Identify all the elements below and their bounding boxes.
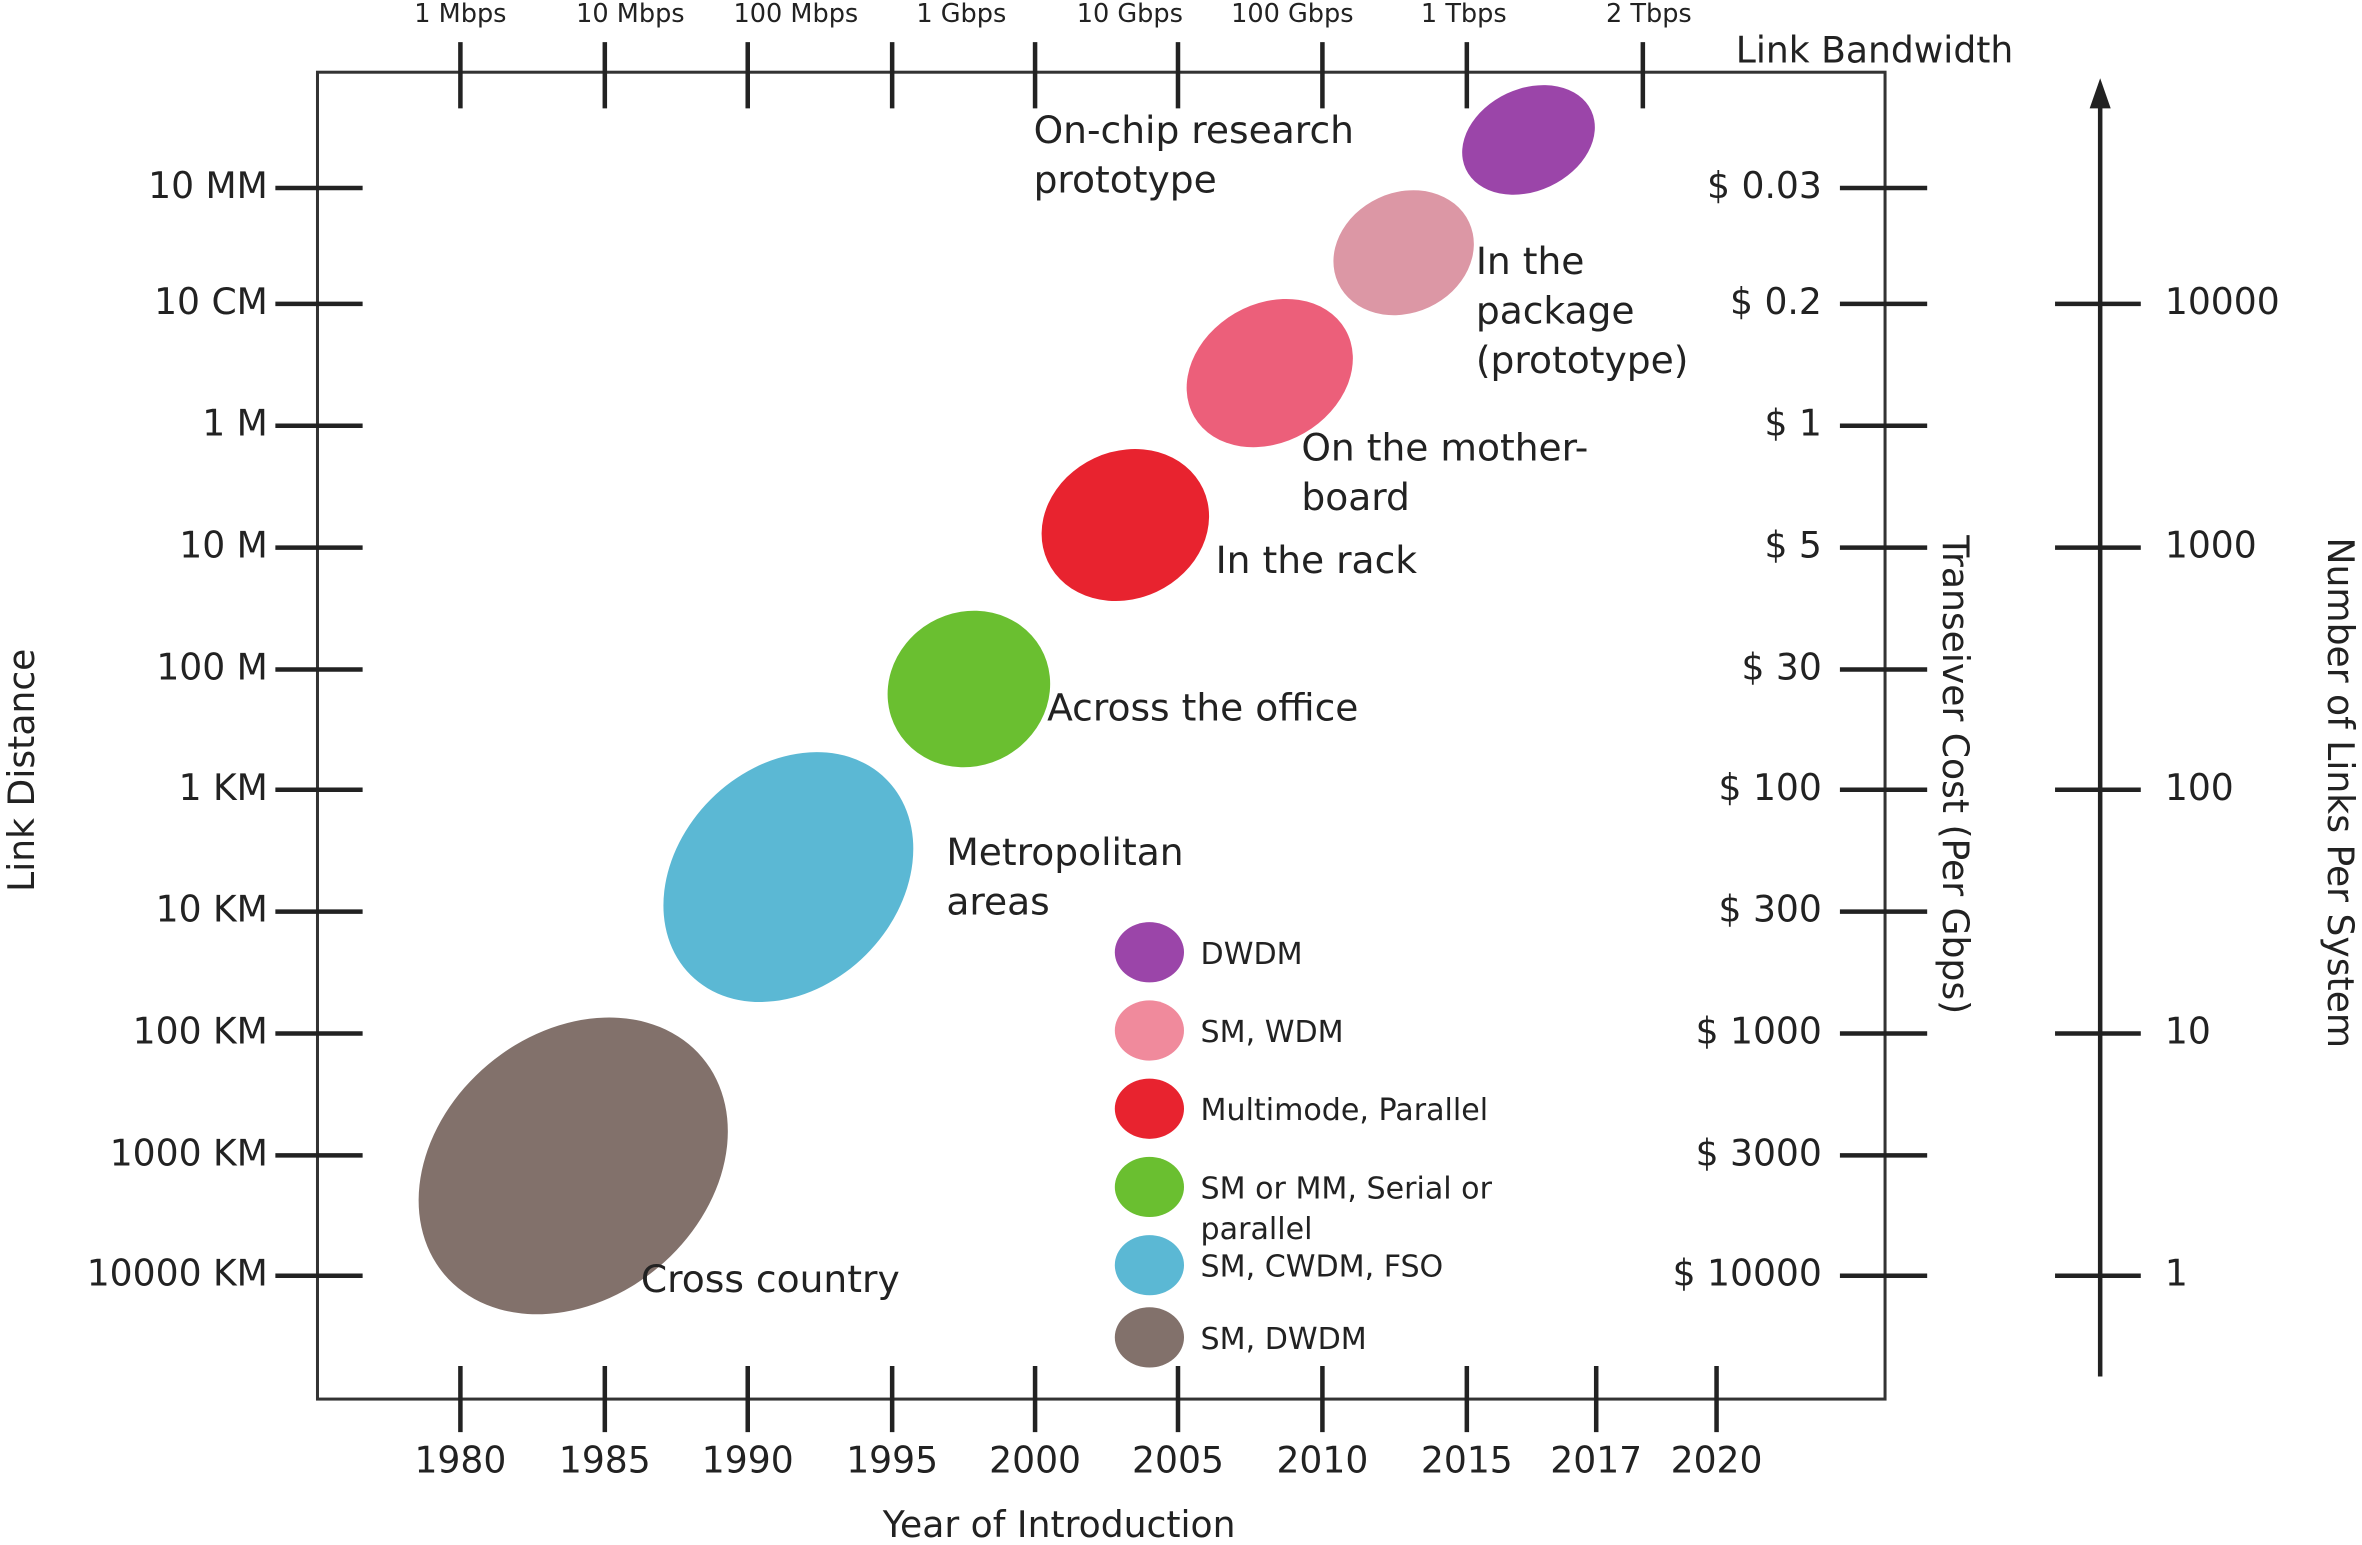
cost-tick-label: $ 0.2 <box>1730 280 1822 323</box>
region-ellipse <box>887 610 1051 768</box>
left-tick-label: 10 M <box>179 524 268 567</box>
top-tick-label: 100 Mbps <box>734 0 859 29</box>
region-ellipse <box>1333 190 1474 316</box>
left-tick-label: 100 M <box>156 645 268 688</box>
bottom-tick-label: 2015 <box>1421 1438 1513 1481</box>
legend-swatch <box>1114 1156 1185 1218</box>
region-ellipse <box>1186 298 1353 448</box>
left-axis-title: Link Distance <box>0 649 43 892</box>
legend-swatch <box>1114 1000 1185 1061</box>
left-tick-label: 10 MM <box>148 164 268 207</box>
region-label: (prototype) <box>1476 338 1689 382</box>
region-label: Cross country <box>641 1257 900 1301</box>
cost-tick-label: $ 0.03 <box>1707 164 1822 207</box>
bottom-tick-label: 1980 <box>414 1438 506 1481</box>
cost-tick-label: $ 3000 <box>1696 1131 1822 1174</box>
links-tick-label: 10 <box>2165 1010 2211 1053</box>
left-tick-label: 1 M <box>202 402 268 445</box>
cost-tick-label: $ 100 <box>1719 766 1822 809</box>
links-axis-arrow <box>2089 78 2111 109</box>
bottom-tick-label: 1995 <box>846 1438 938 1481</box>
legend-swatch <box>1114 1078 1185 1139</box>
region-label: prototype <box>1034 158 1217 202</box>
top-tick-label: 1 Mbps <box>414 0 506 29</box>
left-tick-label: 1 KM <box>179 766 268 809</box>
top-tick-label: 2 Tbps <box>1606 0 1692 29</box>
cost-tick-label: $ 30 <box>1741 645 1821 688</box>
links-axis-title: Number of Links Per System <box>2319 538 2362 1049</box>
cost-tick-label: $ 1000 <box>1696 1010 1822 1053</box>
bottom-tick-label: 2020 <box>1671 1438 1763 1481</box>
bottom-tick-label: 2005 <box>1132 1438 1224 1481</box>
region-label: In the rack <box>1216 538 1418 582</box>
region-label: On-chip research <box>1034 108 1354 152</box>
left-tick-label: 1000 KM <box>110 1131 268 1174</box>
links-tick-label: 100 <box>2165 766 2234 809</box>
top-tick-label: 1 Gbps <box>916 0 1006 29</box>
bottom-tick-label: 2010 <box>1276 1438 1368 1481</box>
top-tick-label: 1 Tbps <box>1421 0 1507 29</box>
top-tick-label: 10 Gbps <box>1077 0 1183 29</box>
region-label: package <box>1476 288 1635 332</box>
bottom-tick-label: 1990 <box>702 1438 794 1481</box>
left-tick-label: 10 KM <box>156 888 268 931</box>
legend-label: DWDM <box>1201 937 1303 972</box>
legend-label: SM or MM, Serial or <box>1201 1171 1493 1206</box>
legend-label: parallel <box>1201 1212 1313 1247</box>
bottom-axis-title: Year of Introduction <box>882 1503 1236 1545</box>
legend-label: Multimode, Parallel <box>1201 1093 1489 1128</box>
region-label: On the mother- <box>1301 425 1588 469</box>
region-ellipse <box>418 1017 728 1315</box>
legend-label: SM, DWDM <box>1201 1322 1367 1357</box>
bottom-tick-label: 2000 <box>989 1438 1081 1481</box>
links-tick-label: 1 <box>2165 1252 2188 1295</box>
top-axis-title: Link Bandwidth <box>1736 29 2014 72</box>
region-ellipse <box>1462 85 1595 195</box>
bottom-tick-label: 1985 <box>559 1438 651 1481</box>
legend-swatch <box>1114 1307 1185 1368</box>
cost-axis-title: Transeiver Cost (Per Gbps) <box>1934 534 1977 1014</box>
cost-tick-label: $ 1 <box>1764 402 1821 445</box>
top-tick-label: 10 Mbps <box>576 0 684 29</box>
region-label: In the <box>1476 239 1585 283</box>
region-label: Across the office <box>1047 686 1358 730</box>
plot-frame <box>315 70 1887 1401</box>
cost-tick-label: $ 10000 <box>1673 1252 1822 1295</box>
bottom-tick-label: 2017 <box>1550 1438 1642 1481</box>
region-label: Metropolitan <box>946 830 1183 874</box>
region-ellipse <box>663 752 914 1002</box>
legend-label: SM, CWDM, FSO <box>1201 1250 1444 1285</box>
left-tick-label: 10000 KM <box>87 1252 268 1295</box>
region-label: board <box>1301 475 1410 519</box>
legend-swatch <box>1114 922 1185 983</box>
links-tick-label: 10000 <box>2165 280 2280 323</box>
region-ellipse <box>1041 449 1210 602</box>
top-tick-label: 100 Gbps <box>1231 0 1354 29</box>
links-tick-label: 1000 <box>2165 524 2257 567</box>
legend-swatch <box>1114 1235 1185 1296</box>
left-tick-label: 10 CM <box>154 280 268 323</box>
left-tick-label: 100 KM <box>133 1010 268 1053</box>
cost-tick-label: $ 5 <box>1764 524 1821 567</box>
legend-label: SM, WDM <box>1201 1015 1344 1050</box>
region-label: areas <box>946 880 1049 924</box>
cost-tick-label: $ 300 <box>1719 888 1822 931</box>
